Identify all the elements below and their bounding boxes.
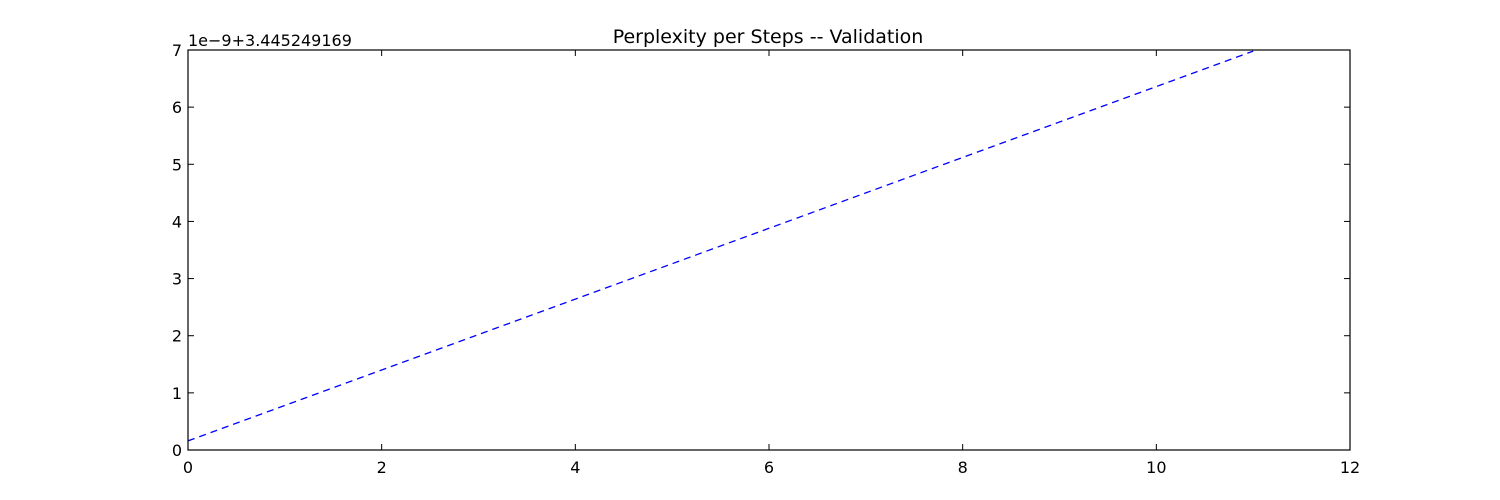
x-tick-label-1: 2 <box>377 458 387 477</box>
y-tick-label-5: 5 <box>172 155 182 174</box>
y-tick-label-0: 0 <box>172 441 182 460</box>
y-tick-label-1: 1 <box>172 384 182 403</box>
plot-frame <box>187 49 1351 451</box>
x-tick-label-6: 12 <box>1340 458 1360 477</box>
x-tick-label-5: 10 <box>1146 458 1166 477</box>
y-tick-label-7: 7 <box>172 41 182 60</box>
y-tick-label-6: 6 <box>172 98 182 117</box>
x-tick-label-2: 4 <box>570 458 580 477</box>
y-tick-label-4: 4 <box>172 212 182 231</box>
chart-title: Perplexity per Steps -- Validation <box>613 26 924 48</box>
x-tick-label-3: 6 <box>764 458 774 477</box>
series-line-0 <box>188 50 1254 442</box>
x-tick-label-4: 8 <box>958 458 968 477</box>
y-axis-offset-label: 1e−9+3.445249169 <box>188 31 352 50</box>
x-tick-label-0: 0 <box>183 458 193 477</box>
y-tick-label-2: 2 <box>172 327 182 346</box>
y-tick-label-3: 3 <box>172 270 182 289</box>
